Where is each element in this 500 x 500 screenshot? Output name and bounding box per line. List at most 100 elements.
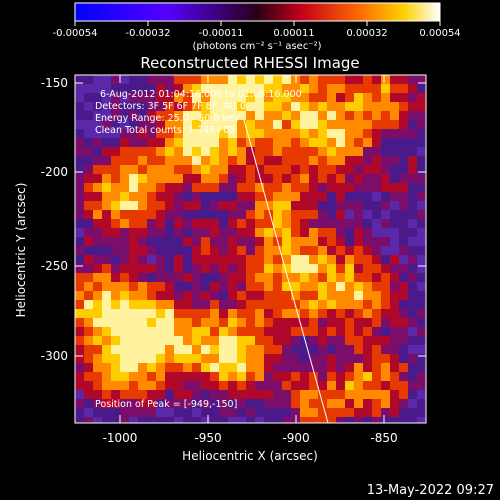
image-pixel [183,165,192,174]
image-pixel [399,84,408,93]
image-pixel [138,309,147,318]
image-pixel [345,219,354,228]
image-pixel [201,399,210,408]
image-pixel [156,174,165,183]
image-pixel [165,273,174,282]
image-pixel [336,237,345,246]
image-pixel [93,282,102,291]
image-pixel [354,192,363,201]
image-pixel [102,228,111,237]
image-pixel [84,273,93,282]
image-pixel [273,129,282,138]
image-pixel [165,255,174,264]
image-pixel [372,354,381,363]
image-pixel [417,291,426,300]
image-pixel [219,156,228,165]
image-pixel [408,282,417,291]
image-pixel [273,327,282,336]
image-pixel [192,363,201,372]
image-pixel [219,282,228,291]
image-pixel [219,183,228,192]
image-pixel [102,300,111,309]
image-pixel [237,399,246,408]
image-pixel [264,111,273,120]
image-pixel [102,111,111,120]
image-pixel [138,156,147,165]
colorbar-gradient [74,2,441,22]
image-pixel [75,210,84,219]
image-pixel [93,120,102,129]
image-pixel [192,129,201,138]
image-pixel [138,147,147,156]
image-pixel [237,237,246,246]
image-pixel [336,201,345,210]
image-pixel [417,93,426,102]
image-pixel [336,399,345,408]
image-pixel [93,201,102,210]
image-pixel [300,138,309,147]
image-pixel [147,120,156,129]
image-pixel [255,93,264,102]
image-pixel [201,354,210,363]
image-pixel [147,75,156,84]
image-pixel [264,273,273,282]
image-pixel [372,237,381,246]
image-pixel [327,84,336,93]
image-pixel [264,255,273,264]
image-pixel [174,363,183,372]
image-pixel [318,84,327,93]
image-pixel [228,93,237,102]
image-pixel [174,93,183,102]
image-pixel [201,174,210,183]
image-pixel [399,246,408,255]
image-pixel [129,201,138,210]
image-pixel [417,309,426,318]
image-pixel [309,255,318,264]
image-pixel [228,84,237,93]
image-pixel [300,75,309,84]
image-pixel [264,372,273,381]
image-pixel [336,228,345,237]
image-pixel [237,201,246,210]
image-pixel [138,345,147,354]
image-pixel [282,93,291,102]
image-pixel [291,336,300,345]
image-pixel [219,75,228,84]
image-pixel [165,381,174,390]
image-pixel [102,192,111,201]
image-pixel [102,156,111,165]
image-pixel [129,345,138,354]
image-pixel [246,165,255,174]
image-pixel [84,255,93,264]
image-pixel [363,138,372,147]
image-pixel [210,372,219,381]
image-pixel [381,228,390,237]
image-pixel [264,75,273,84]
image-pixel [327,345,336,354]
image-pixel [165,174,174,183]
image-pixel [246,363,255,372]
image-pixel [183,327,192,336]
image-pixel [417,102,426,111]
image-pixel [372,363,381,372]
image-pixel [156,93,165,102]
image-pixel [210,246,219,255]
image-pixel [183,75,192,84]
image-pixel [174,417,183,423]
image-pixel [138,327,147,336]
image-pixel [93,138,102,147]
image-pixel [102,417,111,423]
image-pixel [408,291,417,300]
image-pixel [336,273,345,282]
image-pixel [237,228,246,237]
image-pixel [282,237,291,246]
image-pixel [192,174,201,183]
image-pixel [237,345,246,354]
image-pixel [111,390,120,399]
image-pixel [291,363,300,372]
image-pixel [282,264,291,273]
image-pixel [102,363,111,372]
image-pixel [228,345,237,354]
image-pixel [111,246,120,255]
image-pixel [201,120,210,129]
